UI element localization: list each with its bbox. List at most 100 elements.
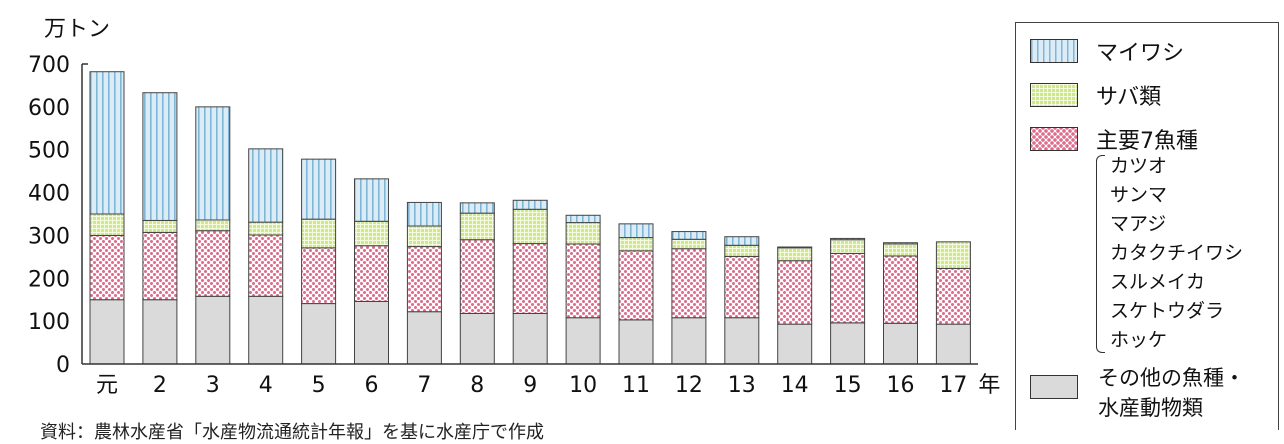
bar-segment-sardine bbox=[883, 242, 918, 245]
mackerel-swatch bbox=[1030, 83, 1078, 107]
bar-segment-mackerel bbox=[671, 238, 707, 250]
x-tick-label: 17 bbox=[939, 373, 967, 398]
bar-segment-sardine bbox=[301, 158, 337, 220]
bar-segment-other bbox=[195, 295, 231, 365]
bar-segment-sardine bbox=[354, 178, 389, 222]
bar-segment-sardine bbox=[565, 214, 601, 224]
legend-item-major: 主要7魚種 bbox=[1030, 123, 1198, 155]
bar-segment-major7 bbox=[724, 255, 760, 319]
bar-segment-sardine bbox=[512, 199, 548, 210]
legend-label-sardine: マイワシ bbox=[1096, 41, 1185, 66]
bar-segment-other bbox=[459, 312, 495, 365]
species-katsuo: カツオ bbox=[1110, 155, 1168, 177]
bar-segment-other bbox=[883, 322, 918, 365]
bar-segment-sardine bbox=[142, 92, 178, 221]
source-note: 資料：農林水産省「水産物流通統計年報」を基に水産庁で作成 bbox=[40, 422, 544, 443]
bar-segment-mackerel bbox=[724, 244, 760, 257]
bar-segment-major7 bbox=[406, 246, 442, 313]
bar-segment-other bbox=[777, 323, 813, 365]
bar-segment-mackerel bbox=[618, 237, 654, 252]
bar-segment-other bbox=[142, 299, 178, 365]
bar-segment-mackerel bbox=[777, 247, 813, 262]
bar-segment-other bbox=[724, 317, 760, 365]
bar-segment-other bbox=[565, 317, 601, 365]
bar-segment-major7 bbox=[89, 234, 125, 301]
bar-segment-major7 bbox=[565, 243, 601, 319]
x-tick-label: 15 bbox=[834, 373, 862, 398]
legend-label-mackerel: サバ類 bbox=[1096, 85, 1162, 110]
x-tick-label: 16 bbox=[887, 373, 915, 398]
sardine-swatch bbox=[1030, 39, 1078, 63]
bar-segment-mackerel bbox=[512, 208, 548, 245]
bar-segment-mackerel bbox=[301, 218, 337, 249]
bar-segment-major7 bbox=[830, 252, 866, 324]
bar-segment-other bbox=[830, 322, 866, 365]
bar-segment-other bbox=[671, 317, 707, 365]
bar-segment-other bbox=[301, 303, 337, 365]
x-tick-label: 8 bbox=[470, 373, 484, 398]
species-sanma: サンマ bbox=[1110, 184, 1168, 206]
bar-segment-major7 bbox=[248, 234, 284, 297]
bar-segment-major7 bbox=[883, 255, 918, 324]
bar-segment-major7 bbox=[195, 230, 231, 297]
bar-segment-major7 bbox=[354, 245, 389, 302]
y-tick-label: 700 bbox=[28, 53, 70, 78]
legend-label-other: その他の魚種・ 水産動物類 bbox=[1098, 363, 1245, 423]
bar-segment-sardine bbox=[406, 201, 442, 227]
bar-segment-major7 bbox=[512, 243, 548, 314]
bar-segment-sardine bbox=[459, 202, 495, 214]
legend-item-mackerel: サバ類 bbox=[1030, 79, 1161, 111]
bar-segment-sardine bbox=[777, 246, 813, 249]
y-tick-label: 300 bbox=[28, 224, 70, 249]
legend-item-sardine: マイワシ bbox=[1030, 35, 1184, 67]
x-tick-label: 11 bbox=[622, 373, 650, 398]
bar-segment-other bbox=[89, 299, 125, 365]
bar-segment-sardine bbox=[618, 223, 654, 239]
legend-label-other-line1: その他の魚種・ bbox=[1098, 366, 1245, 390]
x-tick-label: 14 bbox=[781, 373, 809, 398]
bar-segment-mackerel bbox=[883, 243, 918, 257]
bar-segment-major7 bbox=[618, 250, 654, 321]
bar-segment-sardine bbox=[89, 71, 125, 215]
x-tick-label: 3 bbox=[206, 373, 220, 398]
bar-segment-major7 bbox=[671, 248, 707, 319]
major-swatch bbox=[1030, 127, 1078, 151]
bar-segment-sardine bbox=[830, 237, 866, 241]
bar-segment-other bbox=[406, 311, 442, 365]
bar-segment-major7 bbox=[935, 267, 971, 325]
legend-item-other bbox=[1030, 375, 1096, 399]
bar-segment-mackerel bbox=[935, 241, 971, 269]
legend-label-major: 主要7魚種 bbox=[1096, 129, 1198, 154]
bar-segment-mackerel bbox=[830, 239, 866, 254]
x-axis-year-suffix: 年 bbox=[978, 373, 1000, 398]
y-tick-label: 200 bbox=[28, 267, 70, 292]
x-tick-label: 10 bbox=[569, 373, 597, 398]
other-swatch bbox=[1030, 375, 1078, 399]
bar-segment-sardine bbox=[671, 231, 707, 240]
bar-segment-major7 bbox=[777, 260, 813, 325]
bar-segment-mackerel bbox=[248, 221, 284, 236]
bar-segment-other bbox=[354, 300, 389, 365]
y-tick-label: 0 bbox=[56, 353, 70, 378]
bar-segment-other bbox=[935, 323, 971, 365]
species-brace bbox=[1096, 155, 1105, 353]
x-tick-label: 7 bbox=[417, 373, 431, 398]
species-surumeika: スルメイカ bbox=[1110, 271, 1206, 293]
x-tick-label: 6 bbox=[365, 373, 379, 398]
species-hokke: ホッケ bbox=[1110, 329, 1168, 351]
x-tick-label: 2 bbox=[153, 373, 167, 398]
bar-segment-mackerel bbox=[89, 213, 125, 236]
x-tick-label: 4 bbox=[259, 373, 273, 398]
x-tick-label: 元 bbox=[96, 373, 118, 398]
species-katakuchiiwashi: カタクチイワシ bbox=[1110, 242, 1244, 264]
bar-segment-mackerel bbox=[459, 212, 495, 241]
bar-segment-mackerel bbox=[195, 219, 231, 232]
legend-label-other-line2: 水産動物類 bbox=[1098, 396, 1203, 420]
x-tick-label: 5 bbox=[312, 373, 326, 398]
y-unit-label: 万トン bbox=[44, 17, 110, 42]
y-tick-label: 500 bbox=[28, 139, 70, 164]
y-tick-label: 400 bbox=[28, 182, 70, 207]
species-suketoudara: スケトウダラ bbox=[1110, 300, 1225, 322]
y-tick-label: 100 bbox=[28, 310, 70, 335]
bar-segment-major7 bbox=[301, 247, 337, 305]
